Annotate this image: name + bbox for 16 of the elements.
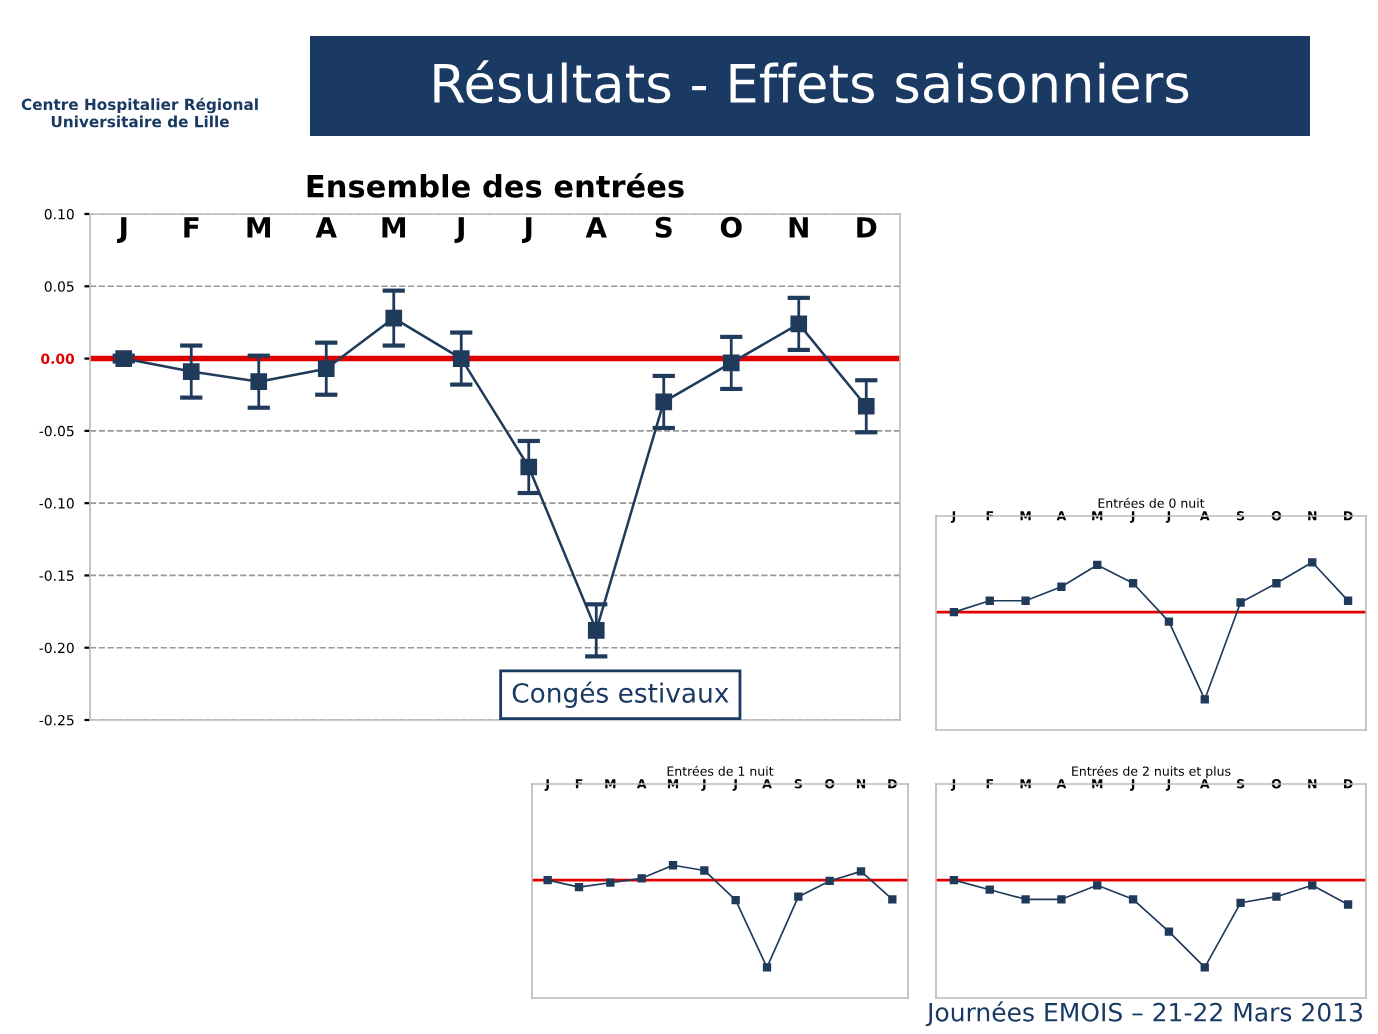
x-tick-label: J <box>117 217 127 243</box>
annotation: Congés estivaux <box>512 681 729 708</box>
x-tick-label: F <box>184 217 199 238</box>
x-tick-label: O <box>720 216 742 238</box>
x-tick-label: N <box>789 217 808 238</box>
x-tick-label: J <box>454 217 464 243</box>
x-tick-label: A <box>585 217 607 238</box>
text: Résultats - Effets saisonniers <box>434 60 1189 104</box>
x-tick-label: M <box>382 217 406 238</box>
chart-title: Ensemble des entrées <box>307 172 684 198</box>
x-tick-label: J <box>522 217 532 243</box>
x-tick-label: M <box>247 217 271 238</box>
x-tick-label: A <box>315 217 337 238</box>
text: Journées EMOIS – 21-22 Mars 2013 <box>925 1001 1362 1027</box>
x-tick-label: S <box>655 216 672 238</box>
x-tick-label: D <box>857 217 877 238</box>
